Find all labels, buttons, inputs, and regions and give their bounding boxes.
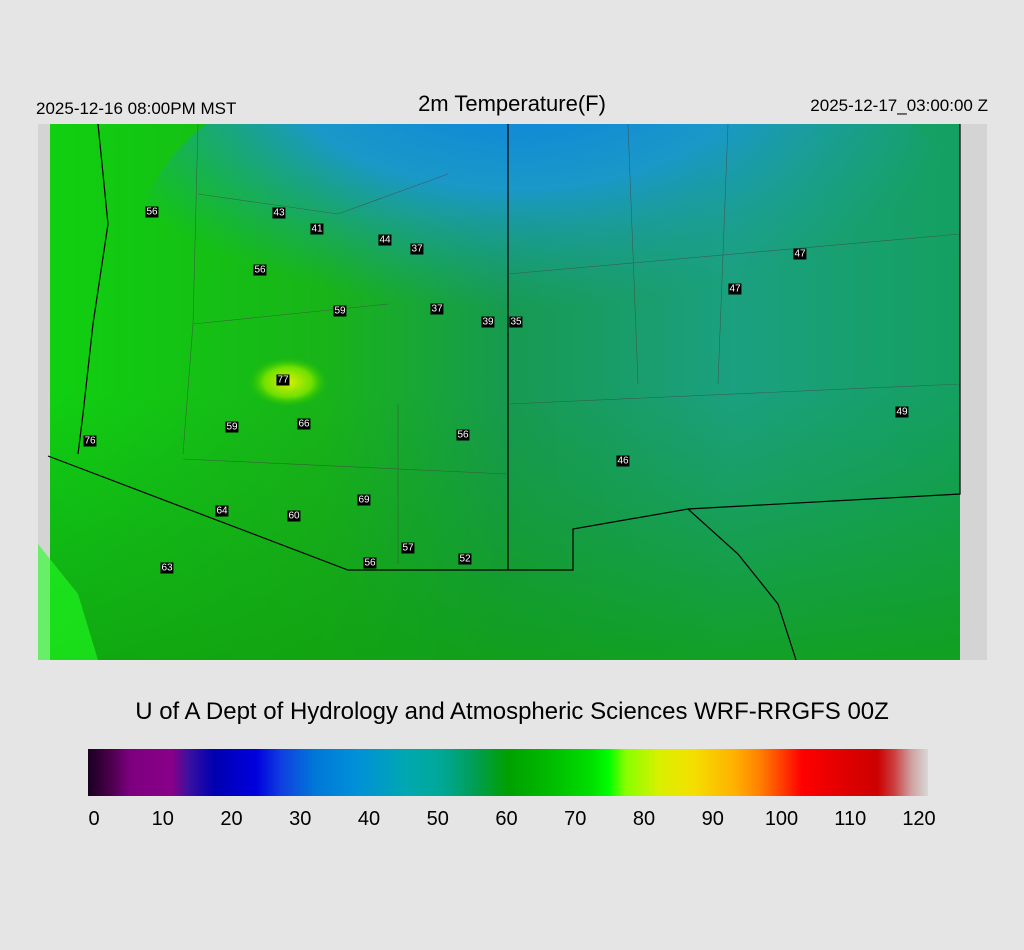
map-title: 2m Temperature(F) xyxy=(418,91,606,116)
station-value: 39 xyxy=(481,316,495,328)
station-value: 41 xyxy=(310,223,324,235)
colorbar-tick-label: 120 xyxy=(902,808,936,830)
station-value: 46 xyxy=(616,455,630,467)
station-value: 66 xyxy=(297,418,311,430)
station-value: 59 xyxy=(225,421,239,433)
colorbar-tick-label: 40 xyxy=(357,808,381,830)
colorbar-tick-label: 50 xyxy=(426,808,449,830)
local-time: 2025-12-16 08:00PM MST xyxy=(36,99,237,118)
colorbar-tick-label: 10 xyxy=(151,808,174,830)
colorbar-tick-label: 80 xyxy=(632,808,656,830)
colorbar-tick-label: 100 xyxy=(764,808,799,830)
temperature-map: 56 43 41 44 37 56 47 47 59 37 39 35 77 59 66 56 76 49 46 69… xyxy=(38,24,987,661)
station-value: 76 xyxy=(83,435,97,447)
colorbar-tick-label: 90 xyxy=(701,808,724,830)
station-value: 52 xyxy=(458,553,472,565)
station-value: 77 xyxy=(276,374,290,386)
station-value: 56 xyxy=(145,206,159,218)
station-value: 57 xyxy=(401,542,415,554)
station-value: 47 xyxy=(793,248,807,260)
colorbar-tick-label: 20 xyxy=(220,808,243,830)
station-value: 56 xyxy=(363,557,377,569)
station-value: 49 xyxy=(895,406,909,418)
station-value: 44 xyxy=(378,234,392,246)
station-value: 56 xyxy=(253,264,267,276)
colorbar xyxy=(88,749,928,796)
colorbar-tick-label: 70 xyxy=(564,808,587,830)
colorbar-tick-label: 60 xyxy=(495,808,518,830)
station-value: 47 xyxy=(728,283,742,295)
credit-text: U of A Dept of Hydrology and Atmospheric… xyxy=(135,698,889,725)
station-value: 37 xyxy=(410,243,424,255)
temperature-field xyxy=(38,24,987,661)
valid-time: 2025-12-17_03:00:00 Z xyxy=(810,96,988,115)
station-value: 69 xyxy=(357,494,371,506)
station-value: 60 xyxy=(287,510,301,522)
station-value: 56 xyxy=(456,429,470,441)
station-value: 37 xyxy=(430,303,444,315)
colorbar-tick-label: 30 xyxy=(289,808,312,830)
station-value: 35 xyxy=(509,316,523,328)
station-value: 64 xyxy=(215,505,229,517)
station-value: 59 xyxy=(333,305,347,317)
station-value: 43 xyxy=(272,207,286,219)
colorbar-tick-label: 110 xyxy=(834,808,867,830)
colorbar-tick-label: 0 xyxy=(88,808,100,830)
station-value: 63 xyxy=(160,562,174,574)
